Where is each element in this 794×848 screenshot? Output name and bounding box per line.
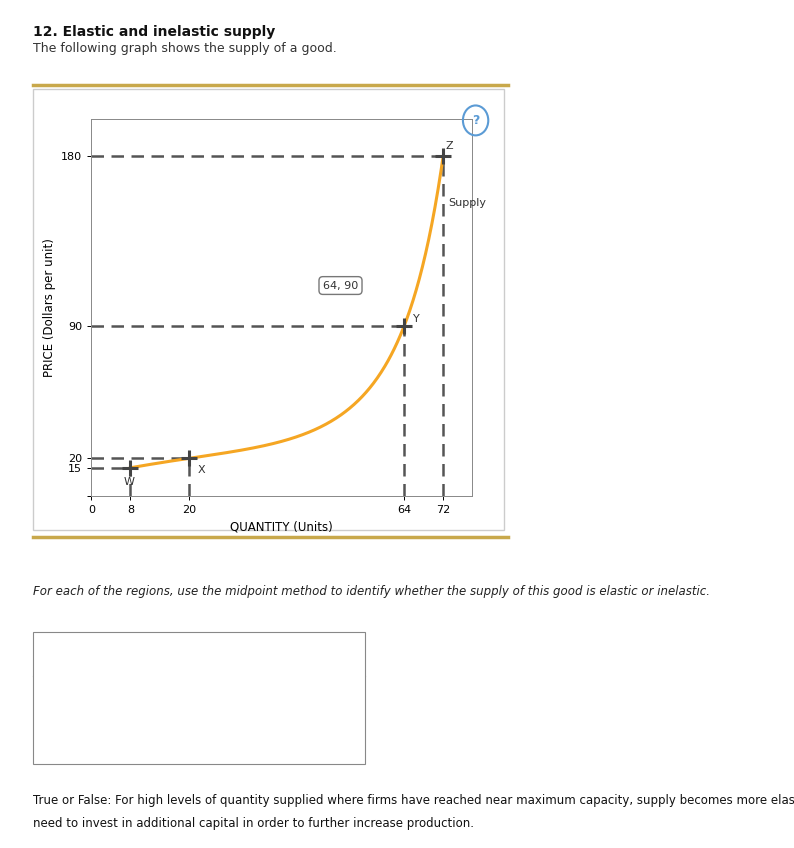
Text: Between W and X: Between W and X — [40, 731, 151, 745]
Text: need to invest in additional capital in order to further increase production.: need to invest in additional capital in … — [33, 817, 474, 830]
Text: Region: Region — [40, 639, 88, 651]
Text: The following graph shows the supply of a good.: The following graph shows the supply of … — [33, 42, 337, 55]
Text: 12. Elastic and inelastic supply: 12. Elastic and inelastic supply — [33, 25, 276, 40]
X-axis label: QUANTITY (Units): QUANTITY (Units) — [230, 521, 333, 533]
Text: Supply: Supply — [448, 198, 486, 208]
Text: W: W — [123, 477, 134, 487]
Text: 64, 90: 64, 90 — [323, 281, 358, 291]
Text: Inelastic: Inelastic — [290, 639, 349, 651]
Text: Between Y and Z: Between Y and Z — [40, 687, 146, 700]
Text: ?: ? — [472, 114, 480, 127]
Text: For each of the regions, use the midpoint method to identify whether the supply : For each of the regions, use the midpoin… — [33, 585, 711, 598]
Text: Z: Z — [445, 141, 453, 151]
Text: Y: Y — [413, 315, 419, 325]
Text: True or False: For high levels of quantity supplied where firms have reached nea: True or False: For high levels of quanti… — [33, 794, 794, 806]
Text: Elastic: Elastic — [214, 639, 260, 651]
Text: X: X — [198, 466, 205, 476]
Y-axis label: PRICE (Dollars per unit): PRICE (Dollars per unit) — [43, 238, 56, 377]
